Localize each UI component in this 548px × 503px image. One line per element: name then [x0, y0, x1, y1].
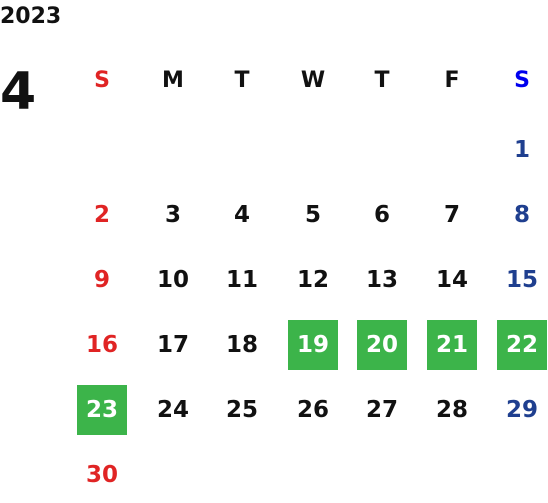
day: 26: [296, 397, 329, 423]
day: 25: [225, 397, 258, 423]
day: 4: [233, 202, 250, 228]
highlighted-day: 23: [77, 385, 127, 435]
weekday-label: T: [234, 67, 250, 93]
weekday-label: M: [162, 67, 184, 93]
month: 4: [0, 62, 37, 122]
highlighted-day: 20: [357, 320, 407, 370]
day: 28: [435, 397, 468, 423]
weekday-label: F: [444, 67, 460, 93]
weekday-label: T: [374, 67, 390, 93]
day: 24: [156, 397, 189, 423]
day: 11: [225, 267, 258, 293]
day: 17: [156, 332, 189, 358]
day: 3: [164, 202, 181, 228]
day: 15: [505, 267, 538, 293]
highlighted-day: 22: [497, 320, 547, 370]
highlighted-day: 21: [427, 320, 477, 370]
weekday-label: S: [94, 67, 110, 93]
day: 29: [505, 397, 538, 423]
day: 9: [93, 267, 110, 293]
day: 14: [435, 267, 468, 293]
weekday-label: W: [300, 67, 326, 93]
day: 10: [156, 267, 189, 293]
day: 12: [296, 267, 329, 293]
day: 16: [85, 332, 118, 358]
day: 13: [365, 267, 398, 293]
day: 30: [85, 462, 118, 488]
day: 5: [304, 202, 321, 228]
day: 1: [513, 137, 530, 163]
day: 18: [225, 332, 258, 358]
highlighted-day: 19: [288, 320, 338, 370]
day: 7: [443, 202, 460, 228]
day: 6: [373, 202, 390, 228]
day: 8: [513, 202, 530, 228]
year: 2023: [0, 4, 62, 29]
day: 27: [365, 397, 398, 423]
day: 2: [93, 202, 110, 228]
weekday-label: S: [514, 67, 530, 93]
